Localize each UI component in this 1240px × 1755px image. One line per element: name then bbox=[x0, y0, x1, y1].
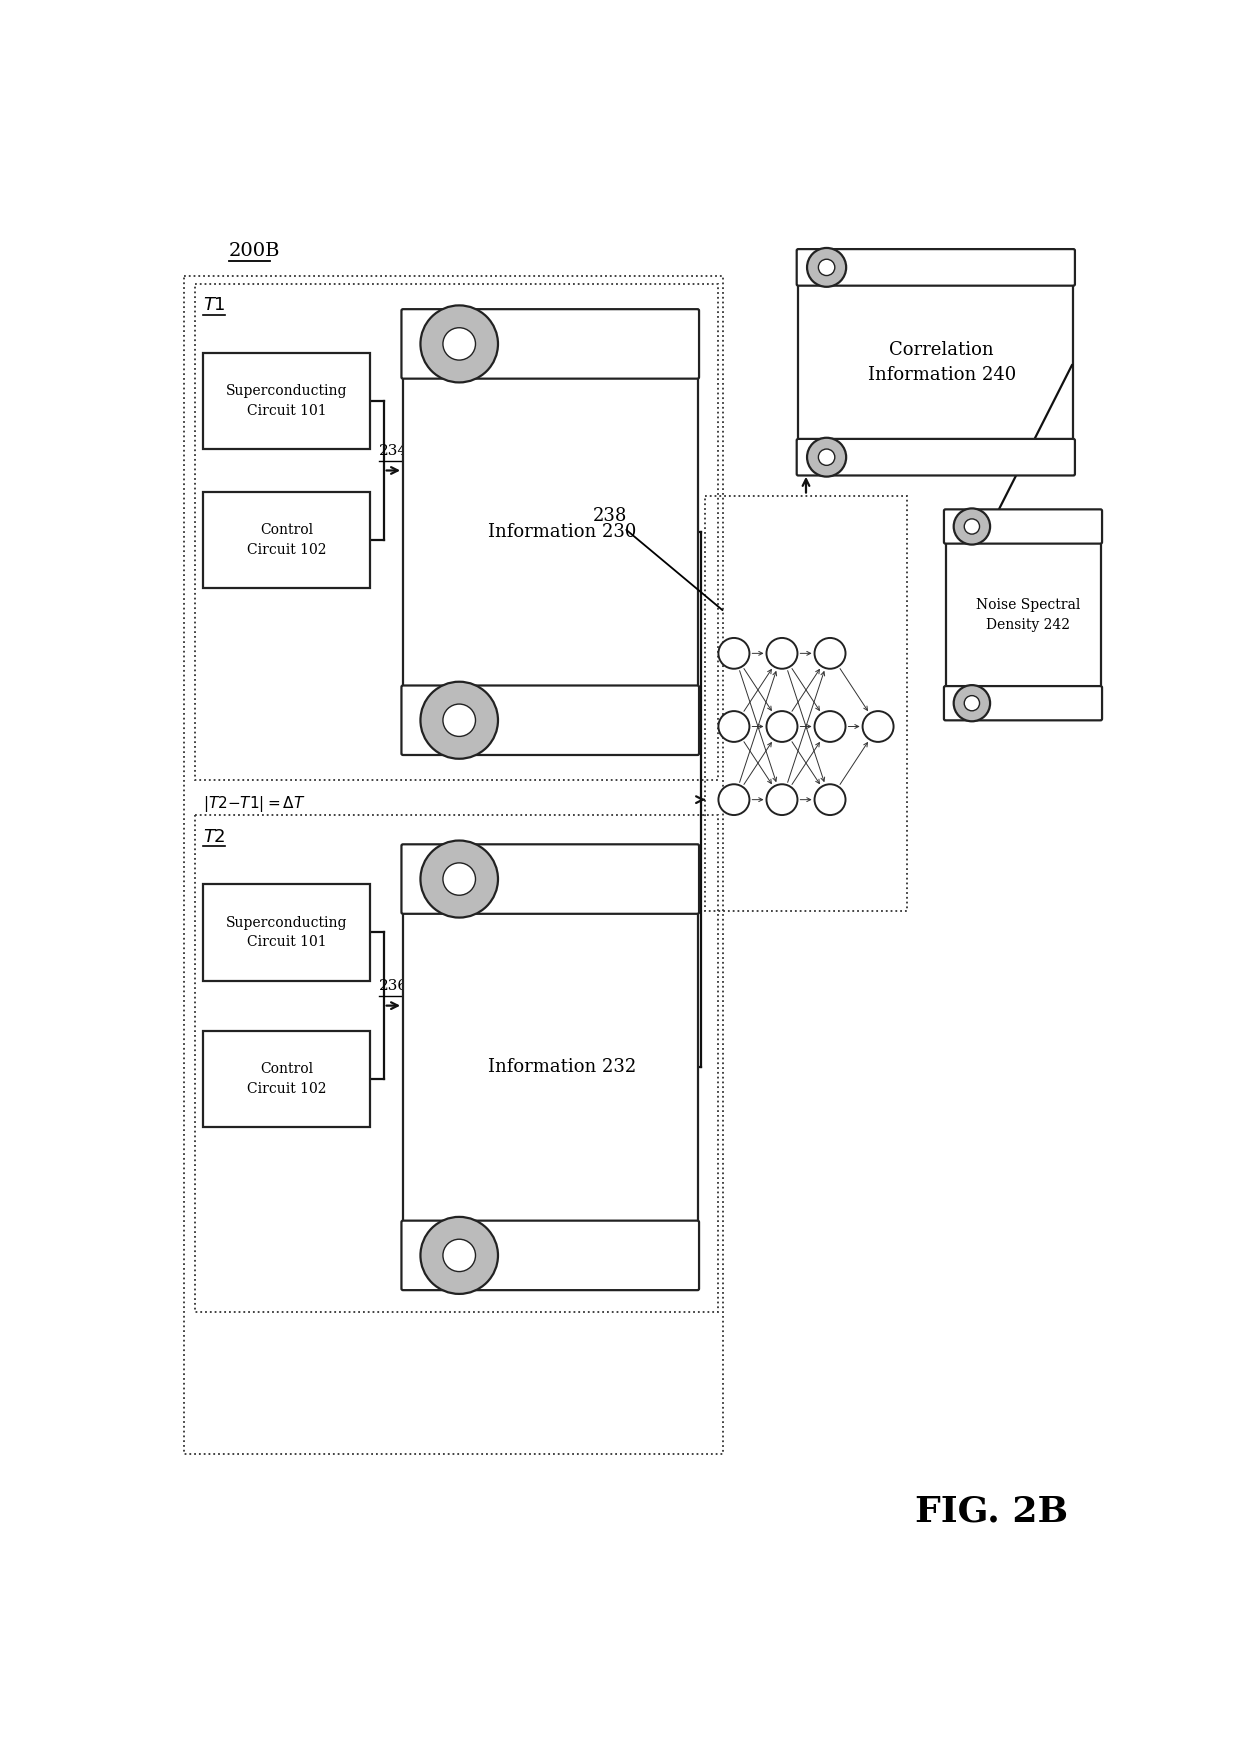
Circle shape bbox=[766, 784, 797, 814]
Circle shape bbox=[815, 639, 846, 669]
Circle shape bbox=[443, 328, 475, 360]
Bar bbox=[196, 814, 718, 1311]
Bar bbox=[945, 526, 1101, 704]
Circle shape bbox=[420, 1216, 498, 1293]
Circle shape bbox=[420, 841, 498, 918]
Text: $|T2\mathit{-}T1| = \Delta T$: $|T2\mathit{-}T1| = \Delta T$ bbox=[203, 793, 305, 814]
FancyBboxPatch shape bbox=[797, 439, 1075, 476]
FancyBboxPatch shape bbox=[402, 309, 699, 379]
Circle shape bbox=[863, 711, 894, 742]
Text: Noise Spectral
Density 242: Noise Spectral Density 242 bbox=[976, 598, 1080, 632]
Circle shape bbox=[443, 704, 475, 737]
Circle shape bbox=[718, 784, 749, 814]
Text: 234: 234 bbox=[378, 444, 408, 458]
Circle shape bbox=[815, 784, 846, 814]
Bar bbox=[196, 284, 718, 781]
Circle shape bbox=[818, 449, 835, 465]
Text: Information 232: Information 232 bbox=[487, 1058, 636, 1076]
Bar bbox=[203, 885, 370, 981]
Circle shape bbox=[420, 681, 498, 758]
Text: $\mathit{T1}$: $\mathit{T1}$ bbox=[203, 297, 226, 314]
Text: Superconducting
Circuit 101: Superconducting Circuit 101 bbox=[226, 916, 347, 949]
Circle shape bbox=[818, 260, 835, 276]
Text: Control
Circuit 102: Control Circuit 102 bbox=[247, 1062, 326, 1095]
Text: 236: 236 bbox=[378, 979, 408, 993]
Bar bbox=[799, 267, 1074, 458]
FancyBboxPatch shape bbox=[402, 844, 699, 914]
Bar bbox=[403, 344, 697, 720]
Circle shape bbox=[954, 509, 990, 544]
FancyBboxPatch shape bbox=[944, 509, 1102, 544]
Circle shape bbox=[420, 305, 498, 383]
Text: 238: 238 bbox=[593, 507, 723, 611]
Text: Correlation
Information 240: Correlation Information 240 bbox=[868, 340, 1016, 384]
Bar bbox=[203, 1030, 370, 1127]
Circle shape bbox=[766, 711, 797, 742]
Circle shape bbox=[443, 1239, 475, 1272]
FancyBboxPatch shape bbox=[797, 249, 1075, 286]
Circle shape bbox=[807, 247, 846, 286]
Circle shape bbox=[954, 684, 990, 721]
Text: FIG. 2B: FIG. 2B bbox=[915, 1495, 1069, 1529]
Circle shape bbox=[766, 639, 797, 669]
Bar bbox=[706, 495, 906, 911]
FancyBboxPatch shape bbox=[402, 1221, 699, 1290]
Bar bbox=[203, 491, 370, 588]
Bar bbox=[403, 879, 697, 1255]
FancyBboxPatch shape bbox=[402, 686, 699, 755]
Circle shape bbox=[815, 711, 846, 742]
Circle shape bbox=[718, 711, 749, 742]
Text: 200B: 200B bbox=[228, 242, 280, 260]
Circle shape bbox=[807, 437, 846, 477]
Text: $\mathit{T2}$: $\mathit{T2}$ bbox=[203, 828, 226, 846]
Text: Information 230: Information 230 bbox=[487, 523, 636, 541]
Circle shape bbox=[965, 519, 980, 534]
Circle shape bbox=[443, 863, 475, 895]
Bar bbox=[203, 353, 370, 449]
FancyBboxPatch shape bbox=[944, 686, 1102, 720]
Circle shape bbox=[965, 695, 980, 711]
Text: Control
Circuit 102: Control Circuit 102 bbox=[247, 523, 326, 556]
Text: Superconducting
Circuit 101: Superconducting Circuit 101 bbox=[226, 384, 347, 418]
Bar bbox=[185, 276, 723, 1455]
Circle shape bbox=[718, 639, 749, 669]
